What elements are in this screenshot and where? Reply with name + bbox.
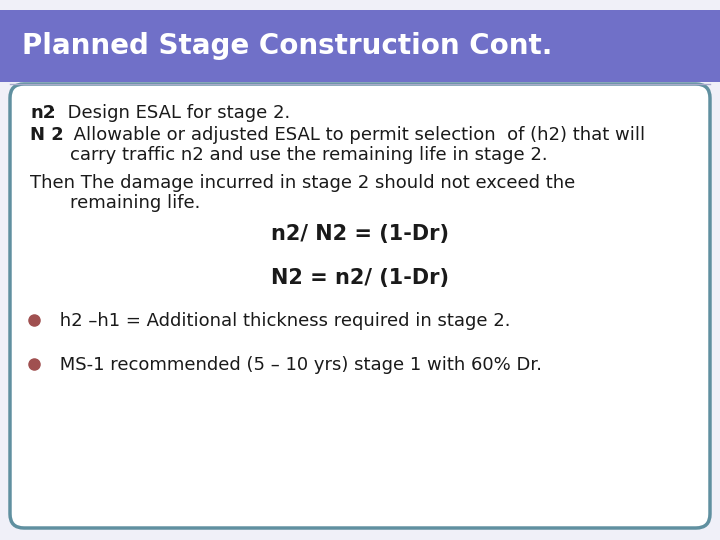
Text: :  Design ESAL for stage 2.: : Design ESAL for stage 2.	[50, 104, 290, 122]
Text: MS-1 recommended (5 – 10 yrs) stage 1 with 60% Dr.: MS-1 recommended (5 – 10 yrs) stage 1 wi…	[54, 356, 542, 374]
Text: remaining life.: remaining life.	[70, 194, 200, 212]
Text: Then The damage incurred in stage 2 should not exceed the: Then The damage incurred in stage 2 shou…	[30, 174, 575, 192]
Text: carry traffic n2 and use the remaining life in stage 2.: carry traffic n2 and use the remaining l…	[70, 146, 548, 164]
Text: Planned Stage Construction Cont.: Planned Stage Construction Cont.	[22, 32, 552, 60]
Text: N2 = n2/ (1-Dr): N2 = n2/ (1-Dr)	[271, 268, 449, 288]
Text: N 2: N 2	[30, 126, 64, 144]
Bar	[0, 10, 720, 82]
FancyBboxPatch shape	[10, 84, 710, 528]
Text: h2 –h1 = Additional thickness required in stage 2.: h2 –h1 = Additional thickness required i…	[54, 312, 510, 330]
Text: n2: n2	[30, 104, 55, 122]
Text: n2/ N2 = (1-Dr): n2/ N2 = (1-Dr)	[271, 224, 449, 244]
Text: :  Allowable or adjusted ESAL to permit selection  of (h2) that will: : Allowable or adjusted ESAL to permit s…	[56, 126, 645, 144]
